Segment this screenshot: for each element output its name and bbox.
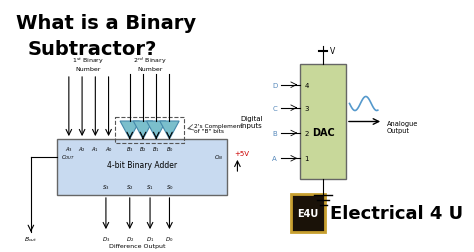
Text: E4U: E4U [297,208,319,218]
Text: $C_{IN}$: $C_{IN}$ [214,153,223,162]
Text: $A_2$: $A_2$ [78,144,86,153]
Text: C: C [273,105,277,111]
Text: Analogue
Output: Analogue Output [387,120,418,134]
Text: Subtractor?: Subtractor? [28,40,157,59]
Polygon shape [160,121,179,139]
Text: B: B [273,131,277,137]
Text: $B_0$: $B_0$ [165,144,173,153]
Bar [57,139,227,195]
Text: D: D [272,82,277,88]
Text: Difference Output: Difference Output [109,243,166,248]
Text: $D_1$: $D_1$ [146,234,154,243]
Text: $S_1$: $S_1$ [146,183,154,192]
Polygon shape [133,121,153,139]
Text: $S_2$: $S_2$ [126,183,134,192]
Text: $B_1$: $B_1$ [152,144,160,153]
Text: $A_0$: $A_0$ [105,144,112,153]
Text: Electrical 4 U: Electrical 4 U [330,204,463,222]
Text: $C_{OUT}$: $C_{OUT}$ [61,153,75,162]
Text: 2's Complement
of "B" bits: 2's Complement of "B" bits [194,123,243,134]
Text: V: V [330,47,336,56]
Text: A: A [273,156,277,162]
Text: 2: 2 [304,131,309,137]
Text: 1: 1 [304,156,309,162]
Text: $S_3$: $S_3$ [102,183,109,192]
Text: $A_1$: $A_1$ [91,144,99,153]
Text: 4-bit Binary Adder: 4-bit Binary Adder [107,161,177,170]
Text: +5V: +5V [234,150,249,156]
Polygon shape [146,121,166,139]
Text: 1$^{st}$ Binary
Number: 1$^{st}$ Binary Number [72,56,104,72]
Text: $S_0$: $S_0$ [165,183,173,192]
Text: Digital
Inputs: Digital Inputs [240,115,263,129]
Text: $D_3$: $D_3$ [102,234,110,243]
Text: 4: 4 [304,82,309,88]
Text: 3: 3 [304,105,309,111]
Text: $D_0$: $D_0$ [165,234,173,243]
Text: $B_2$: $B_2$ [139,144,147,153]
Text: $A_3$: $A_3$ [65,144,73,153]
Polygon shape [120,121,139,139]
Bar [292,194,325,232]
Text: $D_2$: $D_2$ [126,234,134,243]
Text: What is a Binary: What is a Binary [16,14,196,33]
Bar [115,117,184,143]
Text: $B_{out}$: $B_{out}$ [24,234,38,243]
Text: 2$^{nd}$ Binary
Number: 2$^{nd}$ Binary Number [133,56,167,72]
Bar [300,65,346,179]
Text: $B_3$: $B_3$ [126,144,134,153]
Text: DAC: DAC [312,127,335,137]
